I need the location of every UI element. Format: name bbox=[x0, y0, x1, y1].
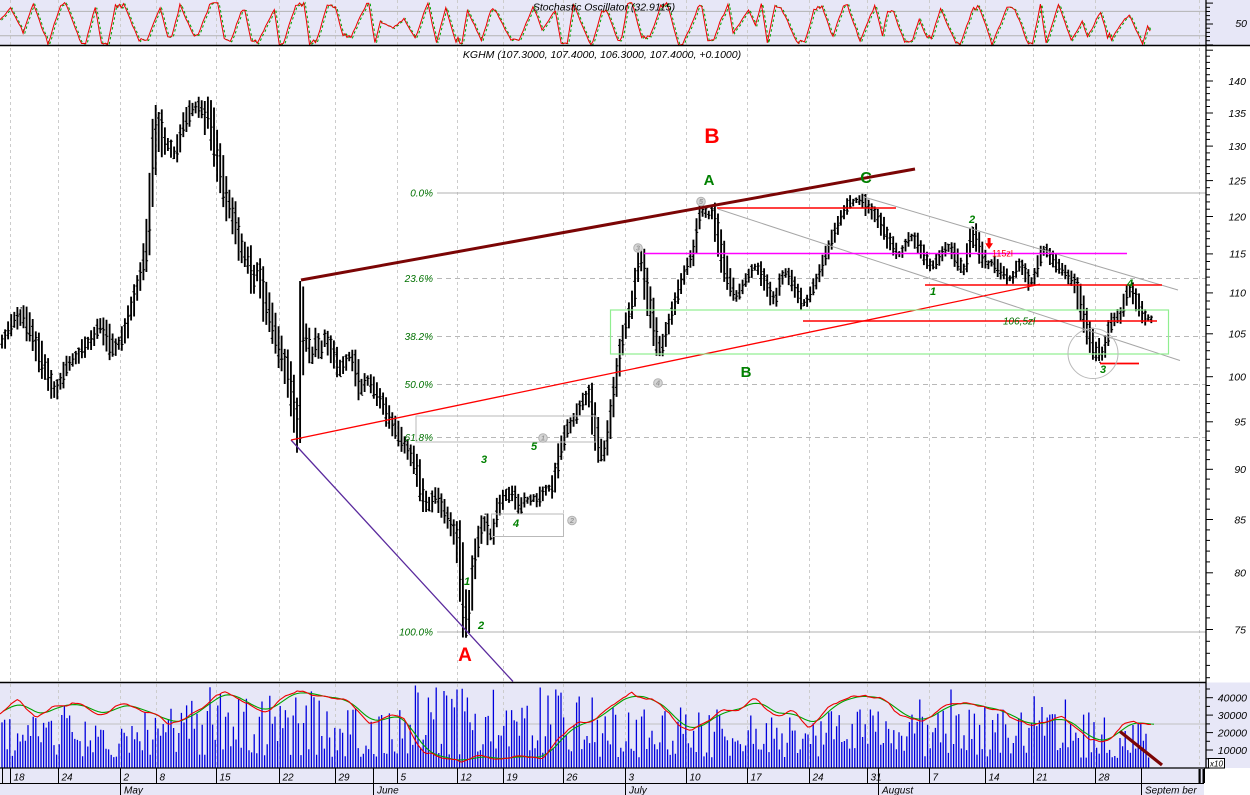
svg-text:40000: 40000 bbox=[1218, 693, 1247, 705]
svg-text:B: B bbox=[741, 364, 752, 381]
svg-text:22: 22 bbox=[282, 773, 295, 784]
svg-text:3: 3 bbox=[629, 773, 635, 784]
svg-text:2: 2 bbox=[569, 516, 575, 525]
svg-text:5: 5 bbox=[401, 773, 407, 784]
svg-text:20000: 20000 bbox=[1217, 727, 1247, 739]
svg-text:3: 3 bbox=[1100, 364, 1106, 376]
svg-text:10: 10 bbox=[690, 773, 702, 784]
svg-text:1: 1 bbox=[541, 434, 545, 443]
svg-text:80: 80 bbox=[1234, 568, 1246, 580]
svg-text:0.0%: 0.0% bbox=[410, 189, 433, 200]
svg-text:115: 115 bbox=[1229, 249, 1246, 261]
svg-text:125: 125 bbox=[1228, 175, 1246, 187]
svg-text:8: 8 bbox=[160, 773, 166, 784]
svg-text:1: 1 bbox=[930, 286, 936, 298]
svg-text:B: B bbox=[704, 125, 719, 148]
svg-text:24: 24 bbox=[61, 773, 74, 784]
svg-text:61.8%: 61.8% bbox=[405, 433, 433, 444]
svg-text:C: C bbox=[860, 170, 872, 187]
svg-text:105: 105 bbox=[1228, 329, 1246, 341]
svg-text:130: 130 bbox=[1228, 141, 1246, 153]
svg-text:120: 120 bbox=[1228, 211, 1246, 223]
svg-text:5: 5 bbox=[699, 197, 704, 206]
svg-text:135: 135 bbox=[1228, 108, 1246, 120]
svg-text:KGHM (107.3000, 107.4000, 106.: KGHM (107.3000, 107.4000, 106.3000, 107.… bbox=[463, 49, 741, 61]
svg-text:July: July bbox=[628, 786, 648, 795]
svg-text:2: 2 bbox=[477, 620, 484, 632]
svg-text:12: 12 bbox=[461, 773, 473, 784]
svg-text:30000: 30000 bbox=[1218, 710, 1247, 722]
svg-text:August: August bbox=[881, 786, 914, 795]
svg-text:24: 24 bbox=[812, 773, 825, 784]
svg-text:85: 85 bbox=[1234, 514, 1246, 526]
svg-text:3: 3 bbox=[481, 454, 487, 466]
svg-text:5: 5 bbox=[531, 441, 538, 453]
svg-text:140: 140 bbox=[1228, 76, 1246, 88]
svg-text:1: 1 bbox=[464, 576, 470, 588]
svg-text:2: 2 bbox=[968, 214, 975, 226]
svg-text:4: 4 bbox=[1126, 278, 1133, 290]
svg-text:Septem ber: Septem ber bbox=[1145, 786, 1197, 795]
svg-text:50: 50 bbox=[1235, 18, 1247, 30]
svg-text:14: 14 bbox=[989, 773, 1001, 784]
svg-text:50.0%: 50.0% bbox=[405, 380, 433, 391]
svg-text:2: 2 bbox=[123, 773, 130, 784]
svg-text:110: 110 bbox=[1229, 288, 1246, 300]
svg-text:21: 21 bbox=[1036, 773, 1048, 784]
svg-text:100: 100 bbox=[1228, 372, 1246, 384]
svg-text:29: 29 bbox=[338, 773, 351, 784]
svg-text:18: 18 bbox=[14, 773, 26, 784]
svg-text:31: 31 bbox=[871, 773, 882, 784]
svg-text:95: 95 bbox=[1234, 417, 1246, 429]
svg-text:90: 90 bbox=[1234, 464, 1246, 476]
svg-text:June: June bbox=[376, 786, 399, 795]
svg-text:115zl: 115zl bbox=[992, 249, 1013, 259]
svg-text:May: May bbox=[124, 786, 144, 795]
svg-text:4: 4 bbox=[655, 379, 661, 388]
svg-text:A: A bbox=[704, 172, 715, 189]
svg-text:23.6%: 23.6% bbox=[404, 274, 433, 285]
svg-text:15: 15 bbox=[220, 773, 232, 784]
svg-text:4: 4 bbox=[512, 518, 519, 530]
svg-text:26: 26 bbox=[566, 773, 579, 784]
svg-text:A: A bbox=[458, 645, 472, 666]
svg-text:3: 3 bbox=[636, 244, 641, 253]
svg-text:100.0%: 100.0% bbox=[399, 628, 433, 639]
svg-text:10000: 10000 bbox=[1218, 745, 1247, 757]
svg-text:17: 17 bbox=[751, 773, 763, 784]
svg-text:106,5zl: 106,5zl bbox=[1003, 317, 1036, 328]
svg-text:x10: x10 bbox=[1209, 760, 1223, 769]
svg-text:7: 7 bbox=[933, 773, 939, 784]
svg-text:28: 28 bbox=[1098, 773, 1111, 784]
svg-text:19: 19 bbox=[507, 773, 519, 784]
svg-text:38.2%: 38.2% bbox=[405, 332, 433, 343]
svg-text:75: 75 bbox=[1234, 624, 1246, 636]
svg-text:Stochastic Oscillator (32.9115: Stochastic Oscillator (32.9115) bbox=[533, 2, 675, 14]
